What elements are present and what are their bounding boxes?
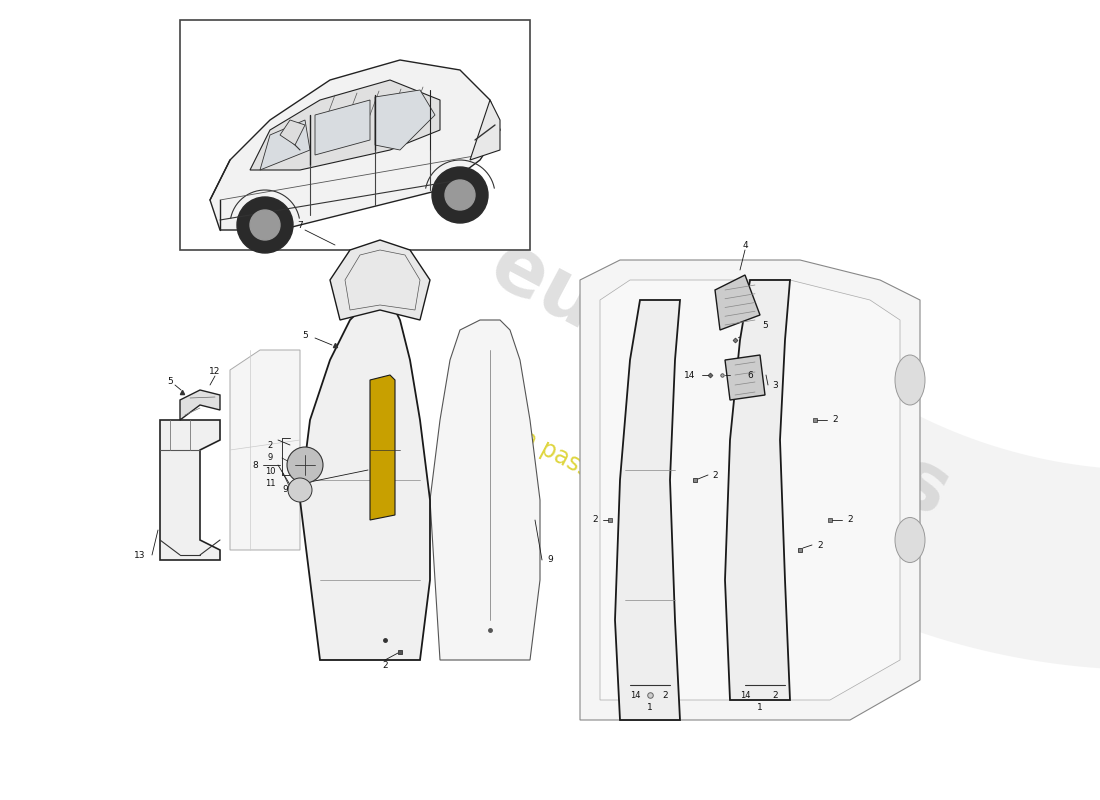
Circle shape: [250, 210, 280, 240]
Text: 2: 2: [592, 515, 597, 525]
Polygon shape: [300, 300, 430, 660]
Circle shape: [446, 180, 475, 210]
Text: 2: 2: [382, 661, 388, 670]
Text: 5: 5: [302, 330, 308, 339]
Text: 2: 2: [833, 415, 838, 425]
Polygon shape: [230, 350, 300, 550]
Polygon shape: [370, 375, 395, 520]
Text: 9: 9: [267, 454, 273, 462]
Polygon shape: [470, 100, 500, 160]
Text: 3: 3: [772, 381, 778, 390]
Polygon shape: [375, 90, 434, 150]
Text: 10: 10: [265, 466, 275, 475]
Text: 2: 2: [662, 690, 668, 699]
Polygon shape: [715, 275, 760, 330]
Text: 9: 9: [282, 486, 288, 494]
Text: 1: 1: [647, 703, 653, 713]
Polygon shape: [725, 280, 790, 700]
Ellipse shape: [895, 518, 925, 562]
Circle shape: [288, 478, 312, 502]
Polygon shape: [260, 120, 310, 170]
Ellipse shape: [895, 355, 925, 405]
Polygon shape: [250, 80, 440, 170]
Text: 4: 4: [742, 241, 748, 250]
Text: 5: 5: [762, 321, 768, 330]
Text: 11: 11: [265, 479, 275, 489]
Text: 6: 6: [747, 370, 752, 379]
Text: 8: 8: [252, 461, 257, 470]
Text: 2: 2: [267, 441, 273, 450]
Polygon shape: [580, 260, 920, 720]
Bar: [180, 20, 530, 250]
Text: 5: 5: [167, 378, 173, 386]
Polygon shape: [180, 390, 220, 420]
Text: 2: 2: [817, 541, 823, 550]
Text: 9: 9: [547, 555, 553, 565]
Circle shape: [287, 447, 323, 483]
Text: 7: 7: [297, 221, 302, 230]
Polygon shape: [430, 320, 540, 660]
Text: 14: 14: [739, 690, 750, 699]
Polygon shape: [764, 31, 1100, 670]
Text: 2: 2: [712, 470, 718, 479]
Text: 2: 2: [847, 515, 852, 525]
Text: 2: 2: [772, 690, 778, 699]
Text: 14: 14: [629, 690, 640, 699]
Text: 12: 12: [209, 367, 221, 377]
Text: 14: 14: [684, 370, 695, 379]
Text: 1: 1: [757, 703, 763, 713]
Polygon shape: [315, 100, 370, 155]
Polygon shape: [280, 120, 305, 145]
Polygon shape: [615, 300, 680, 720]
Circle shape: [236, 197, 293, 253]
Text: a passion for parts since 1985: a passion for parts since 1985: [517, 426, 844, 614]
Polygon shape: [210, 60, 500, 230]
Polygon shape: [160, 420, 220, 560]
Circle shape: [432, 167, 488, 223]
Text: eurospares: eurospares: [476, 226, 964, 534]
Polygon shape: [600, 280, 900, 700]
Polygon shape: [725, 355, 764, 400]
Text: 13: 13: [134, 550, 145, 559]
Polygon shape: [330, 240, 430, 320]
